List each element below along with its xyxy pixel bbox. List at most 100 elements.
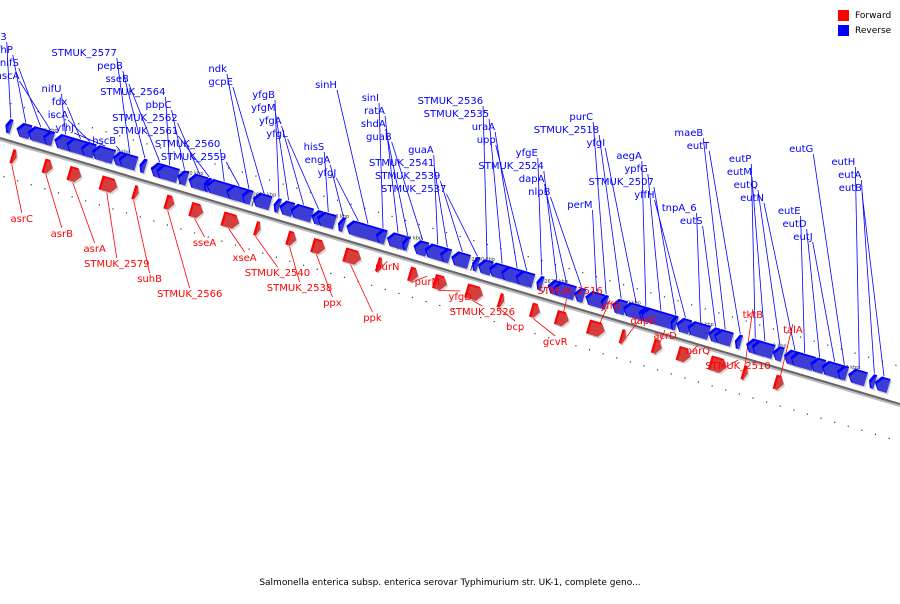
STMUK_2510-gene-arrow[interactable] [707,355,727,373]
eutA-label[interactable]: eutA [838,170,861,181]
gcpE-gene-arrow[interactable] [252,192,273,211]
sseB-label[interactable]: sseB [105,74,129,85]
tktB-label[interactable]: tktB [743,310,764,321]
pbpC-label[interactable]: pbpC [146,100,172,111]
eutJ-label[interactable]: eutJ [793,232,812,243]
yfgB-label[interactable]: yfgB [252,90,275,101]
STMUK_2538-gene-arrow[interactable] [285,230,297,246]
pepB-gene-arrow[interactable] [139,158,148,174]
yffH-label[interactable]: yffH [634,190,654,201]
eutT-label[interactable]: eutT [687,141,710,152]
ppk-label[interactable]: ppk [363,313,382,324]
engA-label[interactable]: engA [305,155,331,166]
eutS-label[interactable]: eutS [680,216,703,227]
eutH-label[interactable]: eutH [831,157,855,168]
xseA-label[interactable]: xseA [233,253,257,264]
engA-gene-arrow[interactable] [337,217,347,233]
STMUK_2540-label[interactable]: STMUK_2540 [245,268,310,279]
tktB-gene-arrow[interactable] [740,365,748,380]
narQ-gene-arrow[interactable] [675,345,691,363]
STMUK_2516-gene-arrow[interactable] [553,309,569,327]
asrB-gene-arrow[interactable] [41,158,53,174]
yfhJ-label[interactable]: yfhJ [55,123,74,134]
sinH-label[interactable]: sinH [315,80,337,91]
sinI-label[interactable]: sinI [362,93,379,104]
ndk-gene-arrow[interactable] [241,189,254,205]
STMUK_2579-label[interactable]: STMUK_2579 [84,259,149,270]
yffB-label[interactable]: yffB [600,301,620,312]
STMUK_2564-label[interactable]: STMUK_2564 [100,87,165,98]
STMUK_2577-label[interactable]: STMUK_2577 [51,48,116,59]
STMUK_2537-gene-arrow[interactable] [472,256,481,272]
sseA-label[interactable]: sseA [193,238,217,249]
upp-gene-arrow[interactable] [515,270,536,288]
STMUK_2541-label[interactable]: STMUK_2541 [369,158,434,169]
upp-label[interactable]: upp [477,135,496,146]
yfhP-label[interactable]: yfhP [0,45,13,56]
bcp-label[interactable]: bcp [506,322,524,333]
STMUK_2507-label[interactable]: STMUK_2507 [588,177,653,188]
ppx-label[interactable]: ppx [323,298,342,309]
hscB-label[interactable]: hscB [92,136,116,147]
STMUK_2536-label[interactable]: STMUK_2536 [418,96,483,107]
eutE-label[interactable]: eutE [778,206,801,217]
STMUK_2539-gene-arrow[interactable] [451,251,472,269]
hscA-gene-arrow[interactable] [43,130,56,147]
STMUK_2577-gene-arrow[interactable] [118,152,139,171]
talA-label[interactable]: talA [783,325,803,336]
sinI-gene-arrow[interactable] [375,228,388,245]
maeB-label[interactable]: maeB [674,128,703,139]
STMUK_2526-gene-arrow[interactable] [464,283,484,301]
yfgL-label[interactable]: yfgL [266,129,288,140]
yfgJ-label[interactable]: yfgJ [318,168,337,179]
eutB-label[interactable]: eutB [839,183,862,194]
nlpB-gene-arrow[interactable] [574,287,587,304]
tnpA_6-gene-arrow[interactable] [687,321,712,340]
purC-gene-arrow[interactable] [600,294,610,310]
yfgD-label[interactable]: yfgD [448,292,472,303]
eutD-label[interactable]: eutD [783,219,807,230]
hisS-label[interactable]: hisS [304,142,325,153]
asrA-gene-arrow[interactable] [66,165,82,183]
STMUK_2559-label[interactable]: STMUK_2559 [161,152,226,163]
hisS-gene-arrow[interactable] [317,211,337,230]
yfgB-gene-arrow[interactable] [273,198,282,214]
STMUK_2507-gene-arrow[interactable] [670,315,679,331]
eutN-label[interactable]: eutN [740,193,764,204]
eutD-gene-arrow[interactable] [810,357,827,374]
eutB-gene-arrow[interactable] [874,376,891,394]
hscA-label[interactable]: hscA [0,71,20,82]
yfgD-gene-arrow[interactable] [431,273,448,291]
iscA-label[interactable]: iscA [48,110,68,121]
eutQ-label[interactable]: eutQ [734,180,758,191]
STMUK_2566-label[interactable]: STMUK_2566 [157,289,222,300]
eutM-gene-arrow[interactable] [751,340,776,359]
STMUK_2524-label[interactable]: STMUK_2524 [478,161,543,172]
iscA-gene-arrow[interactable] [80,141,97,159]
purN-label[interactable]: purN [375,262,399,273]
yfgE-gene-arrow[interactable] [536,275,545,291]
ratA-label[interactable]: ratA [364,106,385,117]
STMUK_2541-gene-arrow[interactable] [440,247,453,264]
dapA-label[interactable]: dapA [519,174,545,185]
dapE-gene-arrow[interactable] [618,329,626,344]
STMUK_2536-gene-arrow[interactable] [477,259,494,276]
eutP-label[interactable]: eutP [729,154,751,165]
nlpB-label[interactable]: nlpB [528,187,550,198]
STMUK_2583-label[interactable]: STMUK_2583 [0,32,7,43]
acrD-gene-arrow[interactable] [650,338,662,354]
nifS-label[interactable]: nifS [0,58,19,69]
tnpA_6-label[interactable]: tnpA_6 [662,203,697,214]
asrB-label[interactable]: asrB [51,229,73,240]
eutM-label[interactable]: eutM [727,167,752,178]
yffH-gene-arrow[interactable] [676,317,693,335]
STMUK_2516-label[interactable]: STMUK_2516 [537,286,602,297]
STMUK_2518-label[interactable]: STMUK_2518 [534,125,599,136]
fdx-label[interactable]: fdx [52,97,68,108]
shdA-label[interactable]: shdA [361,119,386,130]
pepB-label[interactable]: pepB [97,61,123,72]
STMUK_2538-label[interactable]: STMUK_2538 [267,283,332,294]
ppx-gene-arrow[interactable] [310,237,326,255]
STMUK_2583-gene-arrow[interactable] [5,118,14,134]
eutA-gene-arrow[interactable] [868,374,878,390]
